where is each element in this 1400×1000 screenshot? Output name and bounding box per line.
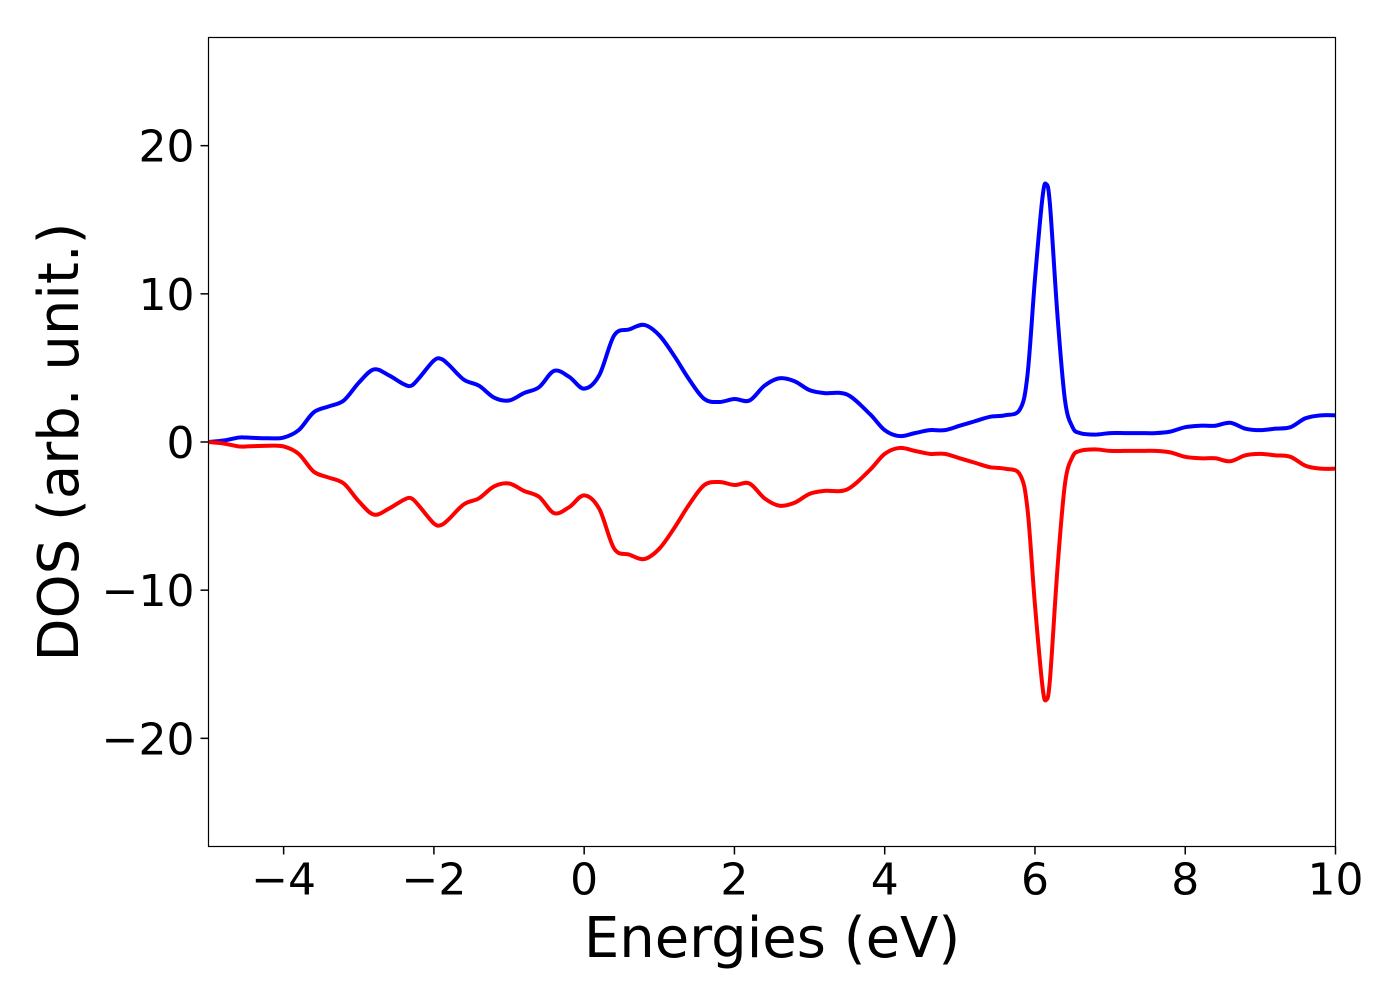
y-tick-label: 0: [167, 418, 195, 469]
x-tick-label: 2: [720, 855, 748, 906]
y-tick-label: −20: [102, 714, 195, 765]
y-axis: −20 −10 0 10 20: [102, 122, 209, 765]
y-tick-label: 20: [139, 122, 195, 173]
x-tick-label: 4: [871, 855, 899, 906]
y-tick-label: −10: [102, 566, 195, 617]
series-line-1: [208, 181, 1336, 444]
x-tick-label: 6: [1021, 855, 1049, 906]
x-axis: −4 −2 0 2 4 6 8 10: [251, 846, 1364, 906]
plot-frame: [207, 36, 1337, 848]
x-tick-label: 0: [570, 855, 598, 906]
x-tick-label: 10: [1308, 855, 1364, 906]
x-tick-label: −2: [401, 855, 466, 906]
y-tick-label: 10: [139, 270, 195, 321]
x-axis-title: Energies (eV): [584, 906, 960, 971]
series-layer: [208, 181, 1336, 703]
series-line-2: [208, 440, 1336, 703]
x-tick-label: 8: [1171, 855, 1199, 906]
y-axis-title: DOS (arb. unit.): [27, 222, 92, 661]
x-tick-label: −4: [251, 855, 316, 906]
